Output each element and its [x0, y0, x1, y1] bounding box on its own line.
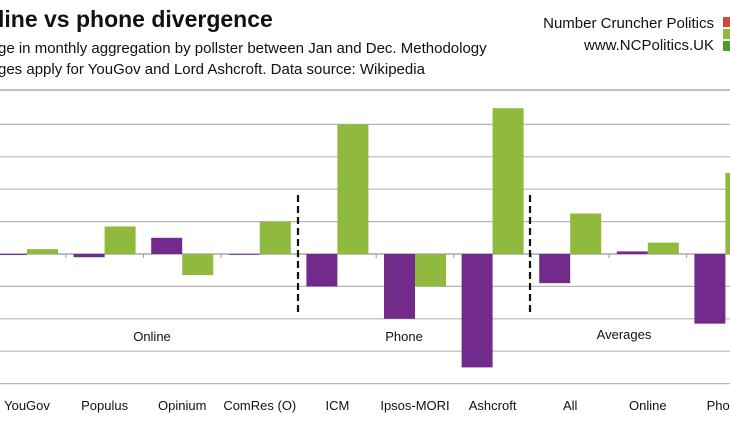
x-tick-label: Phone	[707, 398, 730, 413]
bar-green-online	[647, 242, 679, 254]
brand-swatch-dark-green	[723, 41, 730, 51]
bar-green-yougov	[27, 249, 58, 254]
brand-url: www.NCPolitics.UK	[583, 37, 714, 54]
x-tick-label: ComRes (O)	[223, 398, 296, 413]
bar-purple-yougov	[0, 254, 27, 255]
bar-purple-phone	[694, 254, 726, 324]
x-tick-label: Opinium	[158, 398, 206, 413]
x-tick-label: Online	[629, 398, 667, 413]
bar-green-phone	[725, 173, 730, 254]
x-tick-label: YouGov	[4, 398, 50, 413]
bar-purple-ashcroft	[461, 254, 493, 368]
group-label: Averages	[597, 327, 652, 342]
bar-purple-online	[616, 251, 648, 254]
group-label: Phone	[385, 329, 423, 344]
bar-purple-ipsos-mori	[384, 254, 415, 319]
x-tick-label: Ashcroft	[469, 398, 517, 413]
bar-purple-icm	[306, 254, 338, 287]
bar-green-all	[570, 213, 602, 254]
chart-subtitle-line1: ge in monthly aggregation by pollster be…	[0, 40, 487, 57]
bar-green-ashcroft	[492, 108, 524, 254]
bar-green-comres-o-	[259, 221, 291, 254]
chart-subtitle-line2: ges apply for YouGov and Lord Ashcroft. …	[0, 61, 425, 78]
bar-purple-comres-o-	[228, 254, 260, 255]
bar-purple-all	[539, 254, 571, 284]
bar-purple-opinium	[151, 237, 183, 254]
x-tick-label: All	[563, 398, 578, 413]
brand-swatch-red	[723, 17, 730, 27]
x-tick-label: Populus	[81, 398, 128, 413]
brand-swatch-light-green	[723, 29, 730, 39]
x-tick-label: Ipsos-MORI	[380, 398, 449, 413]
brand-name: Number Cruncher Politics	[543, 15, 714, 32]
bar-green-icm	[337, 124, 369, 255]
group-label: Online	[133, 329, 171, 344]
bar-purple-populus	[73, 254, 105, 258]
x-tick-label: ICM	[325, 398, 349, 413]
bar-green-opinium	[182, 254, 214, 276]
bar-green-ipsos-mori	[415, 254, 446, 287]
chart-title: line vs phone divergence	[0, 6, 273, 32]
bar-green-populus	[104, 226, 136, 254]
